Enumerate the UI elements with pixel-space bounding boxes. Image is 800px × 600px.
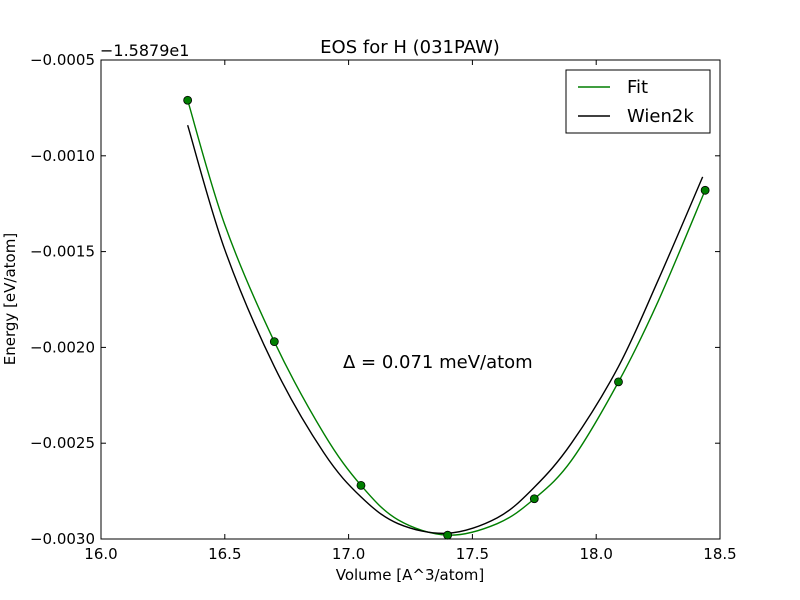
x-tick-label: 17.0 [332,545,365,563]
data-point-marker [356,480,366,490]
x-tick-label: 17.5 [456,545,489,563]
data-point-marker [529,494,539,504]
data-markers [183,95,710,540]
x-tick-label: 16.0 [84,545,117,563]
y-tick-label: −0.0030 [30,530,95,548]
legend-box [565,69,711,134]
plot-frame [100,59,721,540]
y-tick-label: −0.0025 [30,434,95,452]
data-point-marker [443,530,453,540]
data-point-marker [269,337,279,347]
series-line-fit [186,100,706,536]
data-point-marker [183,95,193,105]
x-axis-label: Volume [A^3/atom] [336,566,485,584]
legend-label-wien2k: Wien2k [627,106,694,127]
y-axis-label: Energy [eV/atom] [1,233,19,365]
x-tick-label: 18.5 [703,545,736,563]
y-tick-label: −0.0015 [30,243,95,261]
legend: Fit Wien2k [565,69,711,134]
x-tick-label: 16.5 [208,545,241,563]
delta-annotation: Δ = 0.071 meV/atom [343,352,533,373]
x-tick-label: 18.0 [579,545,612,563]
y-tick-label: −0.0005 [30,51,95,69]
x-axis-ticks: 16.0 16.5 17.0 17.5 18.0 18.5 [84,60,737,563]
data-point-marker [700,185,710,195]
y-axis-ticks: −0.0005 −0.0010 −0.0015 −0.0020 −0.0025 −0.00… [30,51,720,548]
legend-label-fit: Fit [627,77,648,98]
y-tick-label: −0.0020 [30,338,95,356]
y-tick-label: −0.0010 [30,147,95,165]
y-axis-offset-text: −1.5879e1 [100,41,189,60]
chart-title: EOS for H (031PAW) [320,37,500,58]
data-point-marker [614,377,623,387]
